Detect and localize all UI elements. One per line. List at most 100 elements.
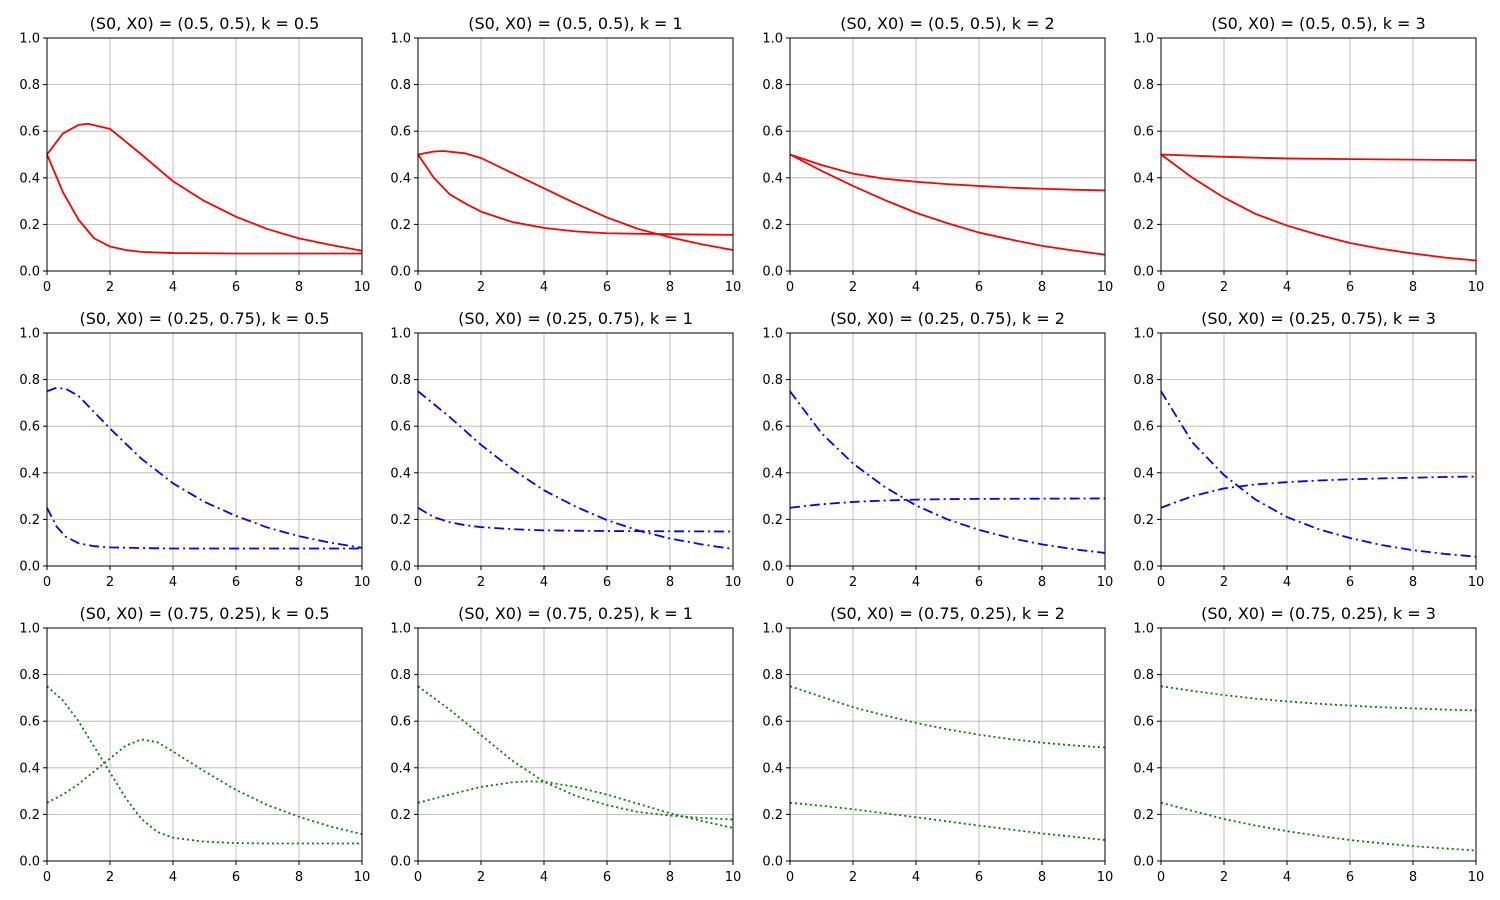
subplot-6: (S0, X0) = (0.25, 0.75), k = 1 0 2 4 6 8 10 0.0…	[390, 309, 741, 590]
subplot-title: (S0, X0) = (0.5, 0.5), k = 3	[1211, 14, 1425, 33]
y-tick-label: 0.6	[19, 420, 40, 435]
y-tick-label: 1.0	[1133, 32, 1154, 47]
x-tick-label: 0	[414, 575, 422, 590]
x-tick-label: 2	[849, 575, 857, 590]
y-tick-label: 0.2	[1133, 808, 1154, 823]
subplot-title: (S0, X0) = (0.75, 0.25), k = 2	[830, 604, 1065, 623]
series-line-1	[1160, 390, 1477, 558]
axes-frame	[46, 37, 363, 272]
y-tick-label: 0.8	[19, 373, 40, 388]
y-tick-label: 0.6	[762, 715, 783, 730]
series-line-2	[46, 154, 362, 255]
x-tick-label: 0	[786, 870, 794, 885]
x-tick-label: 4	[540, 870, 548, 885]
y-tick-label: 0.6	[1133, 125, 1154, 140]
x-tick-label: 4	[169, 575, 177, 590]
series-line-2	[417, 506, 734, 533]
y-tick-label: 0.0	[390, 855, 411, 870]
y-tick-label: 0.0	[390, 265, 411, 280]
x-tick-label: 8	[1038, 870, 1046, 885]
y-tick-label: 1.0	[762, 622, 783, 637]
series-line-1	[46, 685, 362, 845]
subplot-title: (S0, X0) = (0.75, 0.25), k = 1	[458, 604, 693, 623]
x-tick-label: 10	[354, 575, 371, 590]
subplot-2: (S0, X0) = (0.5, 0.5), k = 1 0 2 4 6 8 10 0.0 0.…	[390, 14, 741, 295]
y-tick-label: 1.0	[762, 32, 783, 47]
x-tick-label: 8	[1409, 575, 1417, 590]
y-tick-label: 0.6	[390, 715, 411, 730]
y-tick-label: 0.8	[1133, 78, 1154, 93]
subplot-title: (S0, X0) = (0.25, 0.75), k = 0.5	[79, 309, 329, 328]
y-tick-label: 1.0	[19, 32, 40, 47]
y-tick-label: 1.0	[19, 327, 40, 342]
x-tick-label: 0	[414, 870, 422, 885]
series-line-2	[417, 780, 734, 829]
x-tick-label: 10	[725, 870, 742, 885]
x-tick-label: 4	[912, 870, 920, 885]
x-tick-label: 0	[1157, 280, 1165, 295]
series-line-1	[1160, 153, 1477, 161]
x-tick-label: 8	[295, 870, 303, 885]
y-tick-label: 0.0	[19, 560, 40, 575]
y-tick-label: 0.0	[19, 855, 40, 870]
subplot-7: (S0, X0) = (0.25, 0.75), k = 2 0 2 4 6 8 10 0.0…	[762, 309, 1113, 590]
y-tick-label: 0.4	[390, 171, 411, 186]
subplot-title: (S0, X0) = (0.5, 0.5), k = 0.5	[90, 14, 320, 33]
y-tick-label: 1.0	[390, 622, 411, 637]
x-tick-label: 6	[603, 870, 611, 885]
y-tick-label: 1.0	[390, 32, 411, 47]
subplot-10: (S0, X0) = (0.75, 0.25), k = 1 0 2 4 6 8 10 0.0…	[390, 604, 741, 885]
axes-frame	[46, 627, 363, 862]
y-tick-label: 0.4	[1133, 171, 1154, 186]
x-tick-label: 8	[1409, 870, 1417, 885]
series-line-1	[46, 386, 363, 549]
x-tick-label: 2	[849, 280, 857, 295]
x-tick-label: 8	[1038, 280, 1046, 295]
x-tick-label: 4	[540, 575, 548, 590]
y-tick-label: 0.0	[390, 560, 411, 575]
x-tick-label: 10	[1468, 280, 1485, 295]
axes-frame	[1160, 332, 1477, 567]
y-tick-label: 0.8	[1133, 373, 1154, 388]
x-tick-label: 0	[43, 870, 51, 885]
y-tick-label: 0.2	[390, 513, 411, 528]
axes-frame	[417, 332, 734, 567]
subplot-5: (S0, X0) = (0.25, 0.75), k = 0.5 0 2 4 6 8 10 0…	[19, 309, 370, 590]
subplot-title: (S0, X0) = (0.75, 0.25), k = 3	[1201, 604, 1436, 623]
subplot-title: (S0, X0) = (0.5, 0.5), k = 2	[840, 14, 1054, 33]
y-tick-label: 0.2	[19, 218, 40, 233]
x-tick-label: 4	[540, 280, 548, 295]
x-tick-label: 0	[1157, 870, 1165, 885]
x-tick-label: 8	[1038, 575, 1046, 590]
x-tick-label: 2	[849, 870, 857, 885]
series-line-1	[789, 153, 1106, 192]
subplot-9: (S0, X0) = (0.75, 0.25), k = 0.5 0 2 4 6 8 10 0…	[19, 604, 370, 885]
series-line-1	[417, 685, 734, 821]
subplot-title: (S0, X0) = (0.75, 0.25), k = 0.5	[79, 604, 329, 623]
y-tick-label: 0.0	[762, 560, 783, 575]
x-tick-label: 0	[43, 280, 51, 295]
y-tick-label: 0.2	[1133, 218, 1154, 233]
x-tick-label: 6	[603, 575, 611, 590]
x-tick-label: 0	[786, 575, 794, 590]
x-tick-label: 10	[1468, 575, 1485, 590]
y-tick-label: 0.4	[1133, 466, 1154, 481]
y-tick-label: 0.8	[19, 668, 40, 683]
y-tick-label: 0.0	[762, 265, 783, 280]
series-line-2	[1160, 153, 1477, 262]
y-tick-label: 0.4	[19, 466, 40, 481]
y-tick-label: 0.0	[1133, 265, 1154, 280]
subplot-3: (S0, X0) = (0.5, 0.5), k = 2 0 2 4 6 8 10 0.0 0.…	[762, 14, 1113, 295]
subplot-title: (S0, X0) = (0.25, 0.75), k = 2	[830, 309, 1065, 328]
y-tick-label: 0.0	[1133, 855, 1154, 870]
x-tick-label: 10	[354, 870, 371, 885]
series-line-2	[789, 153, 1106, 256]
subplot-8: (S0, X0) = (0.25, 0.75), k = 3 0 2 4 6 8 10 0.0…	[1133, 309, 1484, 590]
y-tick-label: 0.2	[1133, 513, 1154, 528]
x-tick-label: 8	[666, 870, 674, 885]
series-line-2	[46, 507, 362, 550]
y-tick-label: 0.0	[19, 265, 40, 280]
y-tick-label: 0.2	[762, 808, 783, 823]
y-tick-label: 0.6	[762, 420, 783, 435]
y-tick-label: 1.0	[1133, 327, 1154, 342]
